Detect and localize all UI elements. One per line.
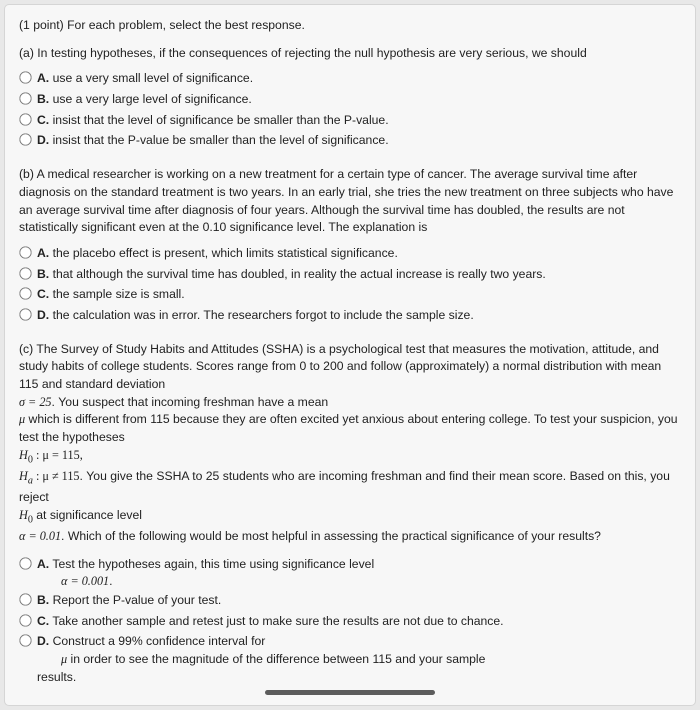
radio-a-C[interactable] [19,113,32,132]
radio-c-C[interactable] [19,614,32,633]
choice-text: B. use a very large level of significanc… [37,91,681,109]
radio-a-D[interactable] [19,133,32,152]
choice-row: C. the sample size is small. [19,286,681,306]
part-c-choices: A. Test the hypotheses again, this time … [19,556,681,687]
choice-row: D. Construct a 99% confidence interval f… [19,633,681,686]
choice-row: D. insist that the P-value be smaller th… [19,132,681,152]
question-panel: (1 point) For each problem, select the b… [4,4,696,706]
horizontal-scrollbar[interactable] [265,690,435,695]
radio-c-B[interactable] [19,593,32,612]
radio-a-B[interactable] [19,92,32,111]
radio-b-B[interactable] [19,267,32,286]
radio-b-D[interactable] [19,308,32,327]
choice-row: D. the calculation was in error. The res… [19,307,681,327]
choice-text: D. Construct a 99% confidence interval f… [37,633,681,686]
choice-row: A. the placebo effect is present, which … [19,245,681,265]
choice-text: B. Report the P-value of your test. [37,592,681,610]
part-a-stem: (a) In testing hypotheses, if the conseq… [19,45,681,63]
radio-b-A[interactable] [19,246,32,265]
choice-row: A. use a very small level of significanc… [19,70,681,90]
choice-row: C. Take another sample and retest just t… [19,613,681,633]
radio-b-C[interactable] [19,287,32,306]
radio-a-A[interactable] [19,71,32,90]
choice-text: C. Take another sample and retest just t… [37,613,681,631]
part-b-choices: A. the placebo effect is present, which … [19,245,681,327]
choice-text: A. use a very small level of significanc… [37,70,681,88]
choice-text: C. the sample size is small. [37,286,681,304]
choice-text: D. insist that the P-value be smaller th… [37,132,681,150]
part-b-stem: (b) A medical researcher is working on a… [19,166,681,237]
choice-text: B. that although the survival time has d… [37,266,681,284]
choice-text: A. the placebo effect is present, which … [37,245,681,263]
choice-row: C. insist that the level of significance… [19,112,681,132]
choice-text: D. the calculation was in error. The res… [37,307,681,325]
radio-c-A[interactable] [19,557,32,576]
choice-row: A. Test the hypotheses again, this time … [19,556,681,591]
part-c-stem: (c) The Survey of Study Habits and Attit… [19,341,681,546]
part-a-choices: A. use a very small level of significanc… [19,70,681,152]
choice-text: A. Test the hypotheses again, this time … [37,556,681,591]
choice-row: B. Report the P-value of your test. [19,592,681,612]
choice-row: B. that although the survival time has d… [19,266,681,286]
radio-c-D[interactable] [19,634,32,653]
question-header: (1 point) For each problem, select the b… [19,17,681,35]
choice-row: B. use a very large level of significanc… [19,91,681,111]
choice-text: C. insist that the level of significance… [37,112,681,130]
